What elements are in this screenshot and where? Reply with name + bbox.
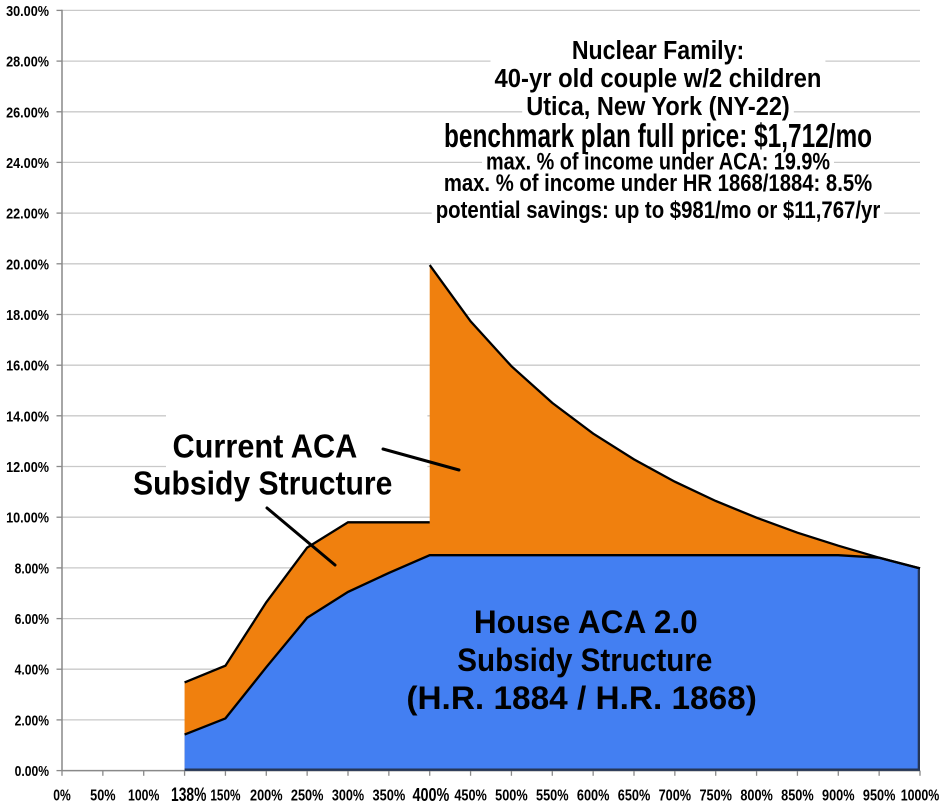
svg-text:850%: 850% [781,788,814,805]
svg-text:Current ACA: Current ACA [173,429,358,466]
svg-text:6.00%: 6.00% [15,612,49,628]
svg-text:18.00%: 18.00% [6,308,49,324]
svg-text:750%: 750% [699,788,732,805]
svg-text:600%: 600% [577,788,610,805]
svg-text:550%: 550% [536,788,569,805]
svg-text:100%: 100% [128,788,159,805]
svg-text:House ACA 2.0: House ACA 2.0 [474,604,698,640]
svg-text:Subsidy Structure: Subsidy Structure [457,642,712,678]
svg-text:12.00%: 12.00% [6,460,49,476]
svg-text:Nuclear Family:: Nuclear Family: [572,37,744,65]
svg-text:200%: 200% [250,788,283,805]
svg-text:300%: 300% [332,788,364,805]
svg-text:benchmark plan full price: $1,: benchmark plan full price: $1,712/mo [444,117,872,154]
svg-text:138%: 138% [171,784,206,806]
svg-text:1000%: 1000% [901,788,940,805]
svg-text:150%: 150% [210,788,240,805]
svg-text:max. % of income under HR 1868: max. % of income under HR 1868/1884: 8.5… [444,170,872,197]
svg-text:950%: 950% [863,788,896,805]
svg-text:max. % of income under ACA: 19: max. % of income under ACA: 19.9% [486,148,830,175]
svg-text:0%: 0% [53,788,71,805]
svg-text:20.00%: 20.00% [6,257,49,273]
svg-text:0.00%: 0.00% [15,764,49,780]
svg-text:500%: 500% [495,788,528,805]
svg-text:potential savings: up to $981/: potential savings: up to $981/mo or $11,… [436,197,881,224]
svg-text:2.00%: 2.00% [15,713,49,729]
svg-text:8.00%: 8.00% [15,561,49,577]
svg-text:28.00%: 28.00% [6,55,49,71]
svg-text:450%: 450% [454,788,487,805]
svg-text:350%: 350% [372,788,405,805]
svg-text:650%: 650% [618,788,651,805]
svg-text:900%: 900% [822,788,855,805]
svg-text:14.00%: 14.00% [6,409,49,425]
svg-text:50%: 50% [90,788,115,805]
svg-text:4.00%: 4.00% [15,663,49,679]
svg-text:Subsidy Structure: Subsidy Structure [133,466,392,503]
svg-text:400%: 400% [412,784,449,805]
svg-text:250%: 250% [291,788,324,805]
svg-text:16.00%: 16.00% [6,359,49,375]
svg-text:30.00%: 30.00% [6,4,49,20]
svg-text:Utica, New York (NY-22): Utica, New York (NY-22) [526,93,790,121]
svg-text:(H.R. 1884 / H.R. 1868): (H.R. 1884 / H.R. 1868) [406,680,757,716]
svg-text:800%: 800% [740,788,773,805]
svg-text:10.00%: 10.00% [6,511,49,527]
svg-text:40-yr old couple w/2 children: 40-yr old couple w/2 children [495,65,822,93]
svg-text:700%: 700% [659,788,692,805]
svg-text:26.00%: 26.00% [6,105,49,121]
svg-text:24.00%: 24.00% [6,156,49,172]
svg-text:22.00%: 22.00% [6,207,49,223]
